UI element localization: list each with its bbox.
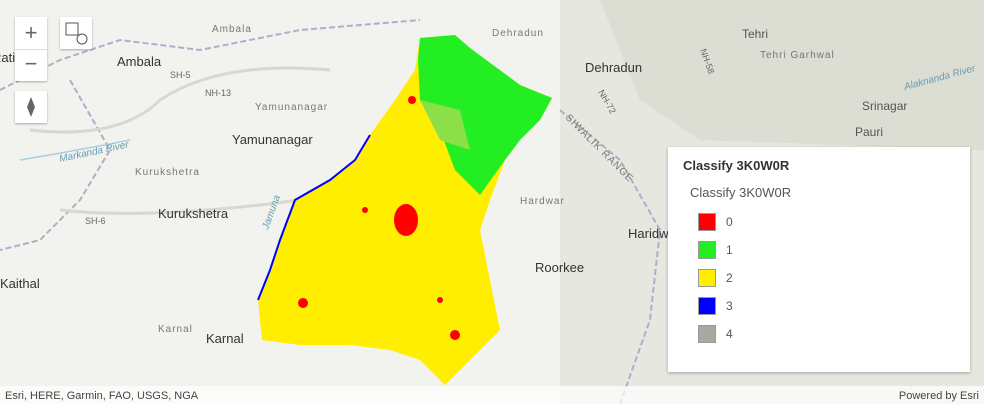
place-label: Dehradun [585,60,642,75]
place-label: Hardwar [520,196,565,207]
road [29,66,331,134]
place-label: Yamunanagar [255,102,328,113]
place-label: Kurukshetra [158,206,229,221]
class-0-area [394,204,418,236]
road-label: SH-5 [170,70,191,80]
state-border [0,19,421,91]
legend-label: 3 [726,299,733,313]
state-border [559,109,662,404]
place-label: Karnal [158,324,193,335]
class-0-area [298,298,308,308]
road [59,198,301,215]
legend-swatch [698,325,716,343]
attribution: Esri, HERE, Garmin, FAO, USGS, NGA [5,390,199,402]
class-1-area [418,35,552,195]
road-label: SH-6 [85,216,106,226]
legend-subtitle: Classify 3K0W0R [690,185,792,200]
legend-swatch [698,213,716,231]
place-label: Tehri [742,27,768,41]
place-label: Ambala [117,54,162,69]
state-border [0,79,112,251]
place-label: Karnal [206,331,244,346]
basemap-icon [65,22,88,45]
place-label: Srinagar [862,99,907,113]
legend-swatch [698,241,716,259]
place-label: Rati [0,50,15,65]
legend-title: Classify 3K0W0R [683,158,790,173]
place-label: Yamunanagar [232,132,313,147]
place-label: Kurukshetra [135,167,200,178]
place-label: Tehri Garhwal [760,50,835,61]
zoom-in-button[interactable]: + [15,17,47,50]
legend-label: 4 [726,327,733,341]
compass-button[interactable] [15,91,47,123]
zoom-out-button[interactable]: − [24,51,38,76]
attribution-bar [0,386,984,404]
class-3-edge [257,134,371,301]
class-mixed-area [420,100,470,150]
river [19,139,131,161]
legend-label: 1 [726,243,733,257]
place-label: Haridwar [628,226,681,241]
place-label: Kaithal [0,276,40,291]
class-0-area [362,207,368,213]
place-label: Dehradun [492,28,544,39]
legend-label: 2 [726,271,733,285]
compass-icon [27,97,35,117]
class-0-area [450,330,460,340]
powered-by[interactable]: Powered by Esri [899,390,979,402]
legend-swatch [698,297,716,315]
place-label: Pauri [855,125,883,139]
legend-label: 0 [726,215,733,229]
basemap-button[interactable] [60,17,92,49]
place-label: Roorkee [535,260,584,275]
zoom-controls: + − [15,17,47,81]
class-0-area [408,96,416,104]
legend-panel: Classify 3K0W0R Classify 3K0W0R 0 1 2 3 4 [668,147,970,372]
place-label: Ambala [212,24,252,35]
class-0-area [437,297,443,303]
road-label: NH-13 [205,88,231,98]
legend-swatch [698,269,716,287]
terrain-hills [600,0,984,150]
